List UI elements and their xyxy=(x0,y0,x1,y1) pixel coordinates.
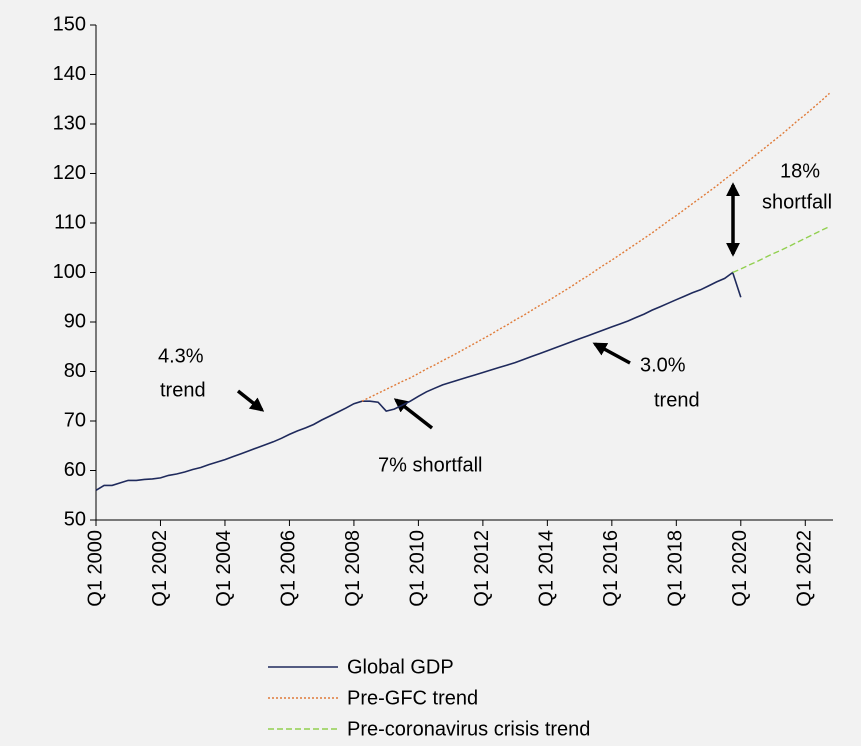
series-line xyxy=(732,225,830,274)
y-tick-label: 50 xyxy=(64,508,86,530)
y-tick-label: 110 xyxy=(54,211,86,233)
annotation: 4.3% xyxy=(158,345,204,367)
arrow xyxy=(592,342,631,365)
annotation: shortfall xyxy=(762,191,832,213)
y-tick-label: 90 xyxy=(64,310,86,332)
x-tick-label: Q1 2012 xyxy=(471,530,493,607)
series-line xyxy=(95,271,742,491)
y-tick-label: 60 xyxy=(64,459,86,481)
x-tick-label: Q1 2000 xyxy=(84,530,106,607)
annotation: 18% xyxy=(780,160,820,182)
x-tick-label: Q1 2020 xyxy=(729,530,751,607)
x-tick-label: Q1 2022 xyxy=(794,530,816,607)
y-tick-label: 80 xyxy=(64,360,86,382)
x-tick-label: Q1 2018 xyxy=(665,530,687,607)
annotation: 7% shortfall xyxy=(378,454,483,476)
x-tick-label: Q1 2010 xyxy=(407,530,429,607)
arrow xyxy=(236,389,265,412)
x-tick-label: Q1 2014 xyxy=(536,530,558,607)
x-tick-label: Q1 2004 xyxy=(213,530,235,607)
y-tick-label: 100 xyxy=(53,261,86,283)
legend-label: Pre-coronavirus crisis trend xyxy=(347,718,590,740)
annotation: trend xyxy=(654,389,700,411)
annotation: 3.0% xyxy=(640,354,686,376)
y-tick-label: 130 xyxy=(53,112,86,134)
y-tick-label: 120 xyxy=(53,162,86,184)
x-tick-label: Q1 2016 xyxy=(600,530,622,607)
legend-label: Pre-GFC trend xyxy=(347,687,478,709)
legend-label: Global GDP xyxy=(347,656,454,678)
x-tick-label: Q1 2006 xyxy=(278,530,300,607)
arrow xyxy=(393,398,434,430)
series-line xyxy=(361,92,830,402)
x-tick-label: Q1 2002 xyxy=(149,530,171,607)
x-tick-label: Q1 2008 xyxy=(342,530,364,607)
y-tick-label: 140 xyxy=(53,63,86,85)
annotation: trend xyxy=(160,379,206,401)
y-tick-label: 70 xyxy=(64,409,86,431)
y-tick-label: 150 xyxy=(53,13,86,35)
